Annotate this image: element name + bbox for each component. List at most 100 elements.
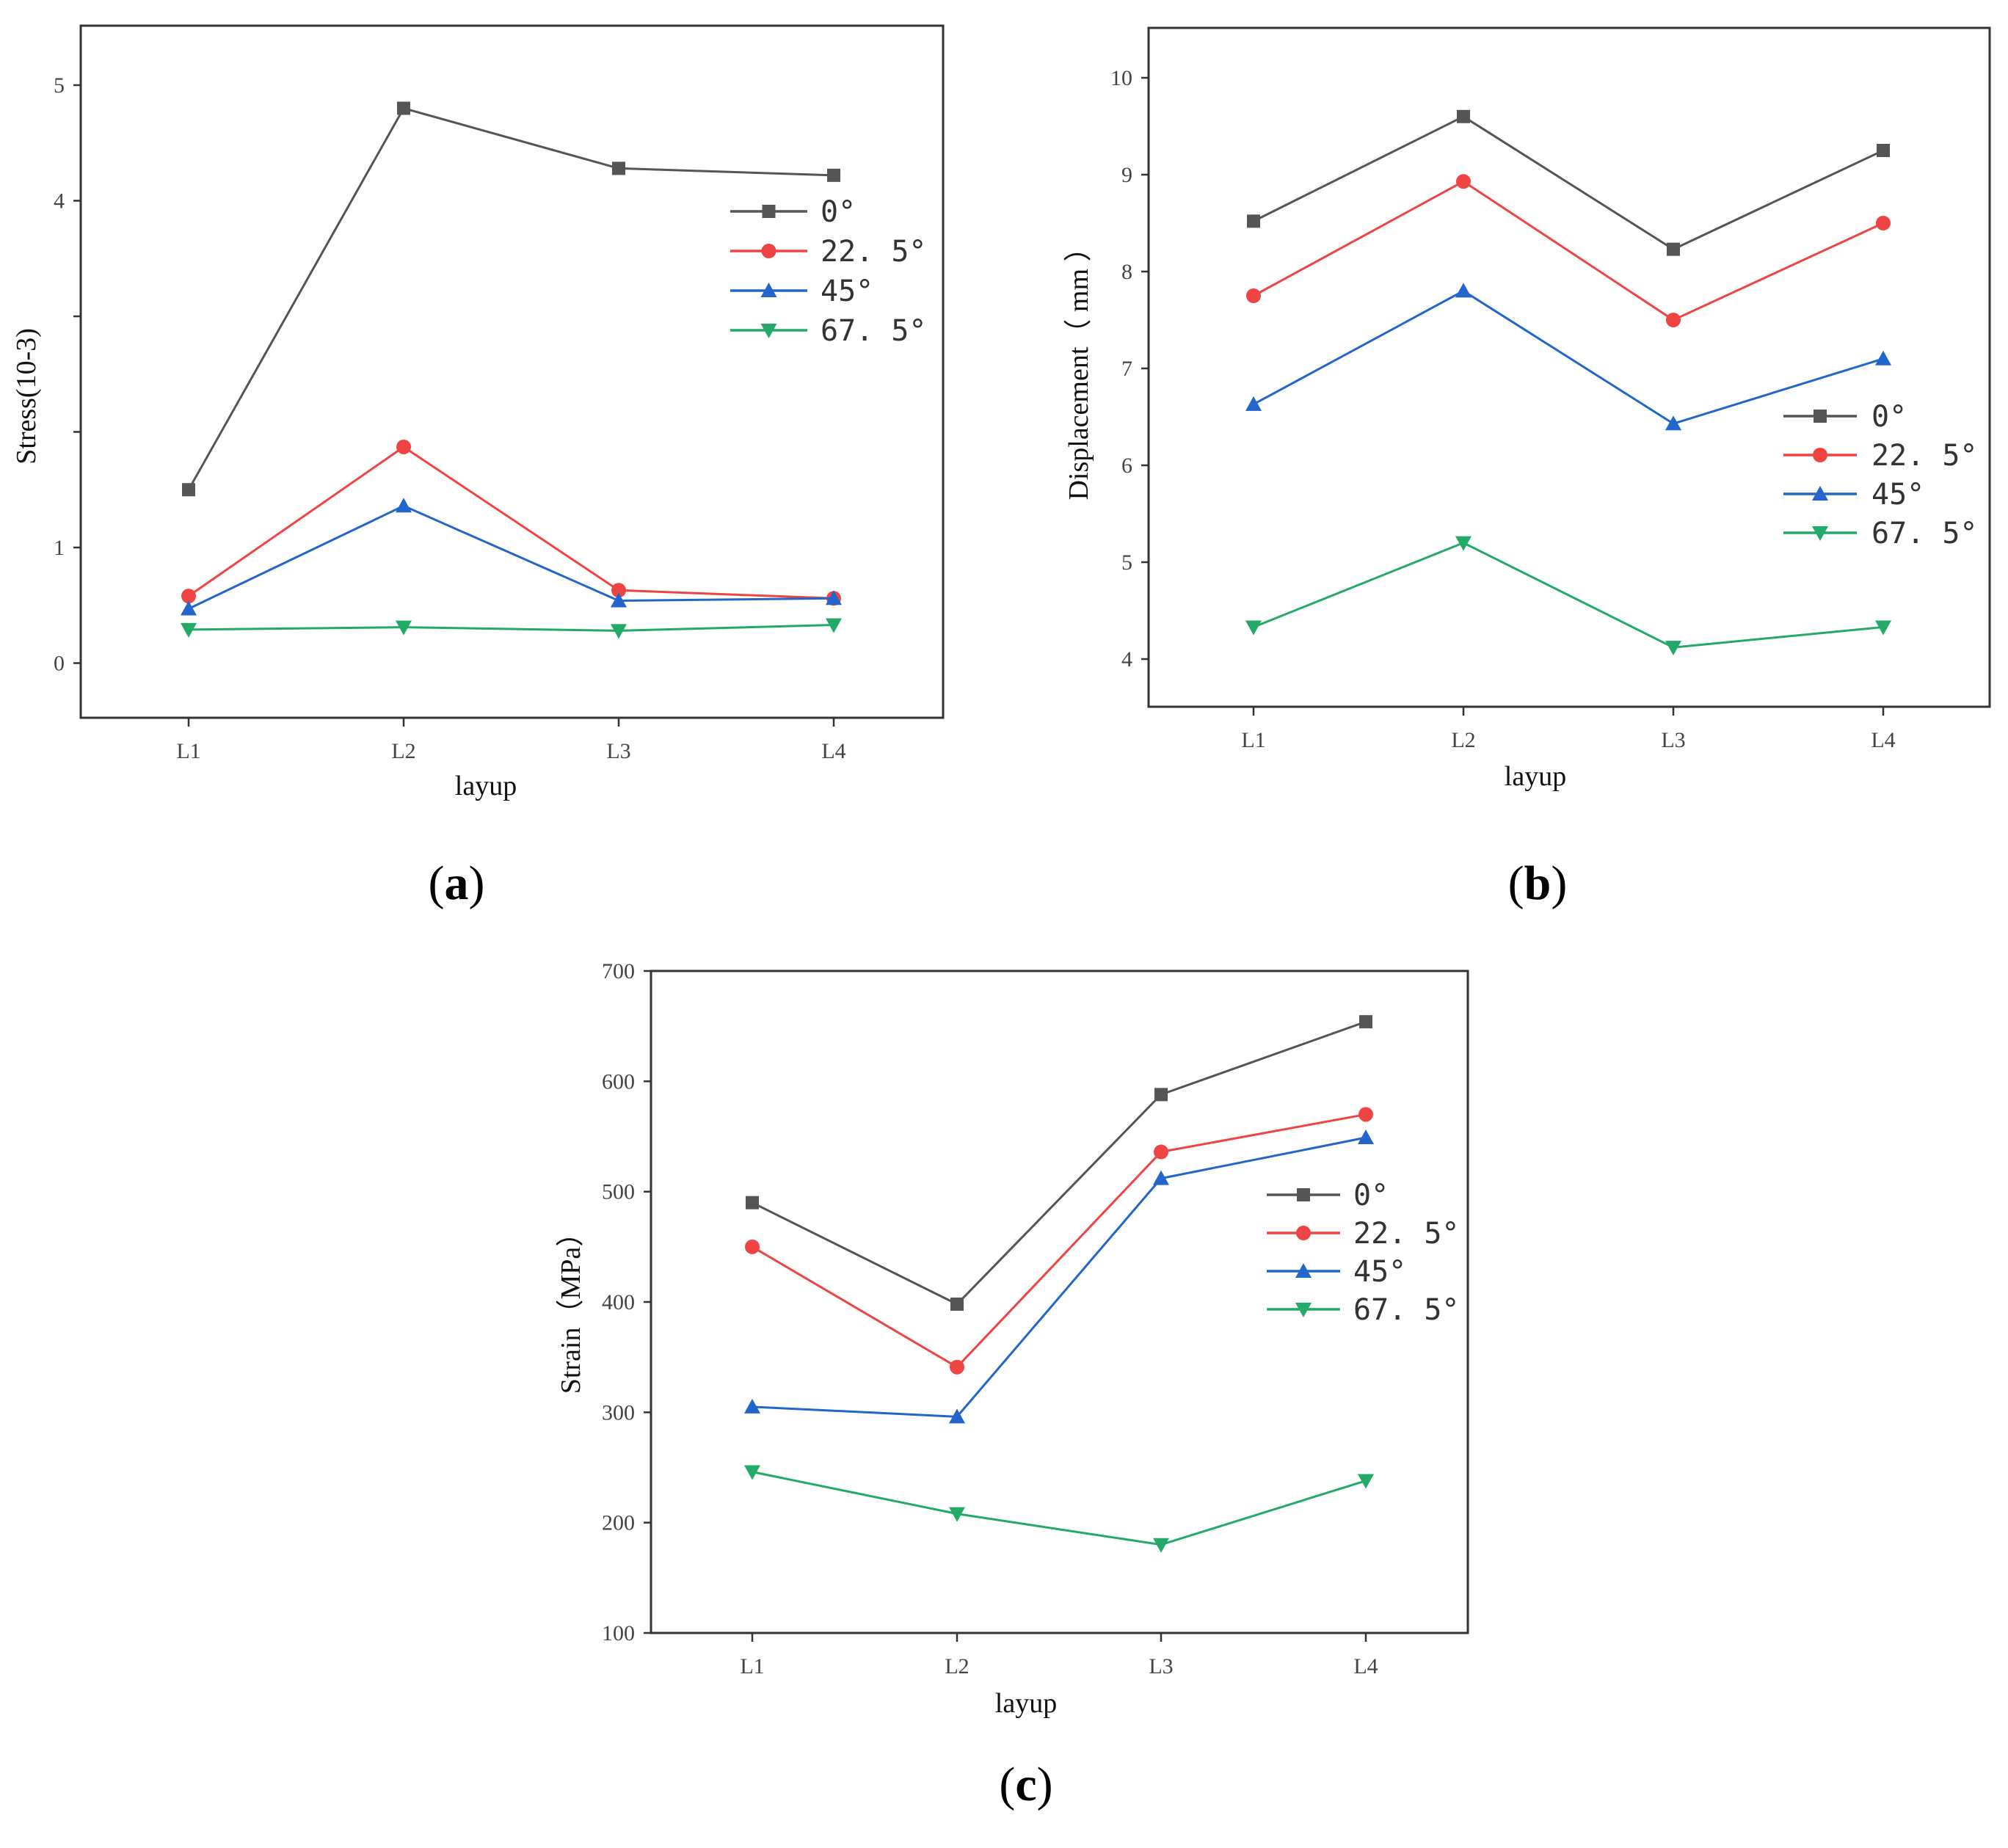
legend-marker xyxy=(760,283,777,297)
legend-label: 0° xyxy=(1353,1179,1389,1212)
legend-marker xyxy=(1814,410,1827,423)
x-tick-label: L2 xyxy=(391,739,415,763)
data-point-22.5°-L3 xyxy=(1154,1144,1168,1160)
data-point-45°-L3 xyxy=(1153,1170,1169,1185)
y-tick-label: 400 xyxy=(602,1290,635,1314)
x-tick-label: L4 xyxy=(1353,1654,1378,1678)
data-point-22.5°-L2 xyxy=(396,439,411,454)
series-line-22.5° xyxy=(188,445,834,600)
data-point-22.5°-L2 xyxy=(950,1359,964,1375)
legend-label: 22. 5° xyxy=(1353,1217,1460,1251)
y-tick-label: 200 xyxy=(602,1511,635,1535)
data-point-22.5°-L4 xyxy=(1358,1107,1373,1122)
legend-marker xyxy=(1812,526,1828,541)
data-point-22.5°-L3 xyxy=(1666,313,1681,327)
legend-marker xyxy=(761,244,776,258)
data-point-22.5°-L2 xyxy=(1456,174,1471,189)
series-line-0° xyxy=(1253,115,1884,251)
legend-label: 67. 5° xyxy=(821,314,927,348)
data-point-45°-L4 xyxy=(1358,1129,1374,1145)
x-axis-title: layup xyxy=(1505,761,1566,792)
y-tick-label: 4 xyxy=(54,189,65,214)
series-line-45° xyxy=(188,504,834,610)
data-point-45°-L1 xyxy=(1245,396,1262,411)
legend-label: 0° xyxy=(821,195,856,229)
data-point-67.5°-L4 xyxy=(1875,620,1891,636)
data-point-0°-L2 xyxy=(1457,109,1470,123)
legend-label: 67. 5° xyxy=(1871,517,1978,550)
legend-label: 45° xyxy=(821,274,873,308)
data-point-45°-L4 xyxy=(826,590,842,605)
series-line-0° xyxy=(752,1020,1367,1306)
data-point-0°-L2 xyxy=(950,1298,964,1312)
data-point-67.5°-L3 xyxy=(1665,641,1681,656)
data-point-67.5°-L2 xyxy=(1455,536,1472,551)
plot-frame xyxy=(650,970,1469,1634)
data-point-67.5°-L3 xyxy=(1153,1538,1169,1553)
x-tick-label: L2 xyxy=(1451,728,1475,752)
legend-label: 22. 5° xyxy=(1871,439,1978,473)
y-tick-label: 8 xyxy=(1121,260,1132,284)
data-point-22.5°-L1 xyxy=(745,1239,760,1254)
panel-label: (b) xyxy=(1508,856,1568,910)
y-tick-label: 5 xyxy=(54,73,65,98)
panel-b-displacement-chart: 4 5 6 7 8 9 10 L1 L2 L3 L4 layup Displacement（ mm ） 0… xyxy=(1063,26,1991,910)
y-tick-label: 1 xyxy=(54,536,65,560)
x-axis-title: layup xyxy=(995,1688,1057,1719)
y-tick-label: 100 xyxy=(602,1621,635,1645)
series-line-22.5° xyxy=(752,1113,1367,1369)
x-tick-label: L3 xyxy=(606,739,630,763)
data-point-45°-L2 xyxy=(396,498,412,513)
data-point-67.5°-L1 xyxy=(744,1465,760,1480)
data-point-22.5°-L3 xyxy=(611,583,626,598)
panel-label: (c) xyxy=(999,1758,1052,1811)
panel-label: (a) xyxy=(429,856,485,910)
y-axis-title: Stress(10-3) xyxy=(11,328,42,465)
x-tick-label: L2 xyxy=(945,1654,969,1678)
x-tick-label: L3 xyxy=(1149,1654,1173,1678)
series-line-67.5° xyxy=(1253,541,1884,649)
x-axis-title: layup xyxy=(455,771,517,801)
data-point-0°-L3 xyxy=(612,161,625,175)
legend-marker xyxy=(1296,1226,1311,1240)
plot-frame xyxy=(79,24,945,719)
data-point-45°-L2 xyxy=(1455,283,1472,298)
series-line-67.5° xyxy=(188,624,834,632)
x-tick-label: L3 xyxy=(1661,728,1685,752)
data-point-22.5°-L1 xyxy=(1246,288,1261,303)
y-tick-label: 700 xyxy=(602,959,635,983)
panel-c-strain-chart: 100 200 300 400 500 600 700 L1 L2 L3 L4 layup Strain… xyxy=(556,959,1469,1811)
y-tick-label: 0 xyxy=(54,652,65,676)
legend-marker xyxy=(1297,1188,1310,1201)
data-point-67.5°-L4 xyxy=(1358,1474,1374,1489)
data-point-22.5°-L4 xyxy=(1876,216,1891,230)
legend-label: 22. 5° xyxy=(821,235,927,269)
data-point-0°-L1 xyxy=(1247,214,1260,228)
legend-marker xyxy=(1813,448,1827,462)
data-point-45°-L3 xyxy=(611,592,627,608)
x-tick-label: L4 xyxy=(1871,728,1895,752)
data-point-0°-L1 xyxy=(182,483,195,497)
y-tick-label: 500 xyxy=(602,1180,635,1204)
y-tick-label: 300 xyxy=(602,1400,635,1425)
y-tick-label: 5 xyxy=(1121,550,1132,575)
data-point-0°-L1 xyxy=(746,1196,759,1209)
y-tick-label: 600 xyxy=(602,1069,635,1094)
data-point-0°-L4 xyxy=(827,168,840,182)
x-tick-label: L1 xyxy=(1241,728,1265,752)
legend-marker xyxy=(1812,486,1828,501)
y-tick-label: 6 xyxy=(1121,454,1132,478)
plot-frame xyxy=(1147,26,1991,708)
legend-marker xyxy=(760,324,777,338)
data-point-67.5°-L2 xyxy=(396,620,412,636)
series-line-45° xyxy=(752,1136,1367,1418)
legend-label: 0° xyxy=(1871,400,1907,434)
data-point-45°-L4 xyxy=(1875,350,1891,365)
data-point-0°-L3 xyxy=(1667,242,1680,256)
data-point-0°-L3 xyxy=(1154,1088,1168,1102)
data-point-67.5°-L2 xyxy=(949,1507,965,1522)
legend-marker xyxy=(762,205,776,218)
series-line-0° xyxy=(187,106,834,490)
y-tick-label: 4 xyxy=(1121,647,1132,672)
